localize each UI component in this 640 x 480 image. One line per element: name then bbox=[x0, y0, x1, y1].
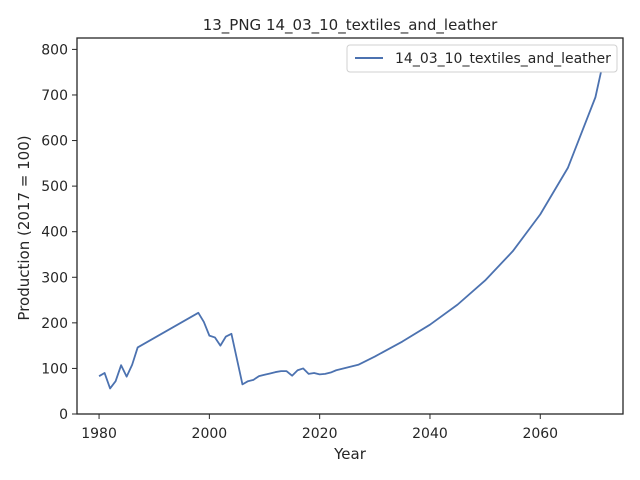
y-tick-label: 0 bbox=[59, 407, 68, 423]
chart-title: 13_PNG 14_03_10_textiles_and_leather bbox=[203, 16, 498, 35]
legend-label: 14_03_10_textiles_and_leather bbox=[395, 51, 611, 67]
x-axis-label: Year bbox=[333, 445, 367, 463]
x-tick-label: 2040 bbox=[412, 426, 448, 442]
y-tick-label: 500 bbox=[41, 179, 68, 195]
y-tick-label: 600 bbox=[41, 134, 68, 150]
series-line-0 bbox=[98, 71, 602, 390]
plot-area bbox=[98, 71, 602, 390]
x-axis: 1980 2000 2020 2040 2060 bbox=[81, 414, 558, 442]
y-axis: 0 100 200 300 400 500 600 700 800 bbox=[41, 42, 77, 423]
y-tick-label: 300 bbox=[41, 270, 68, 286]
x-tick-label: 2000 bbox=[192, 426, 228, 442]
x-tick-label: 1980 bbox=[81, 426, 117, 442]
x-tick-label: 2020 bbox=[302, 426, 338, 442]
plot-frame bbox=[76, 37, 624, 415]
legend-box bbox=[346, 44, 618, 73]
y-axis-label: Production (2017 = 100) bbox=[15, 135, 33, 320]
y-tick-label: 200 bbox=[41, 316, 68, 332]
legend: 14_03_10_textiles_and_leather bbox=[346, 44, 618, 73]
y-tick-label: 400 bbox=[41, 225, 68, 241]
x-tick-label: 2060 bbox=[522, 426, 558, 442]
y-tick-label: 800 bbox=[41, 42, 68, 58]
y-tick-label: 100 bbox=[41, 361, 68, 377]
y-tick-label: 700 bbox=[41, 88, 68, 104]
